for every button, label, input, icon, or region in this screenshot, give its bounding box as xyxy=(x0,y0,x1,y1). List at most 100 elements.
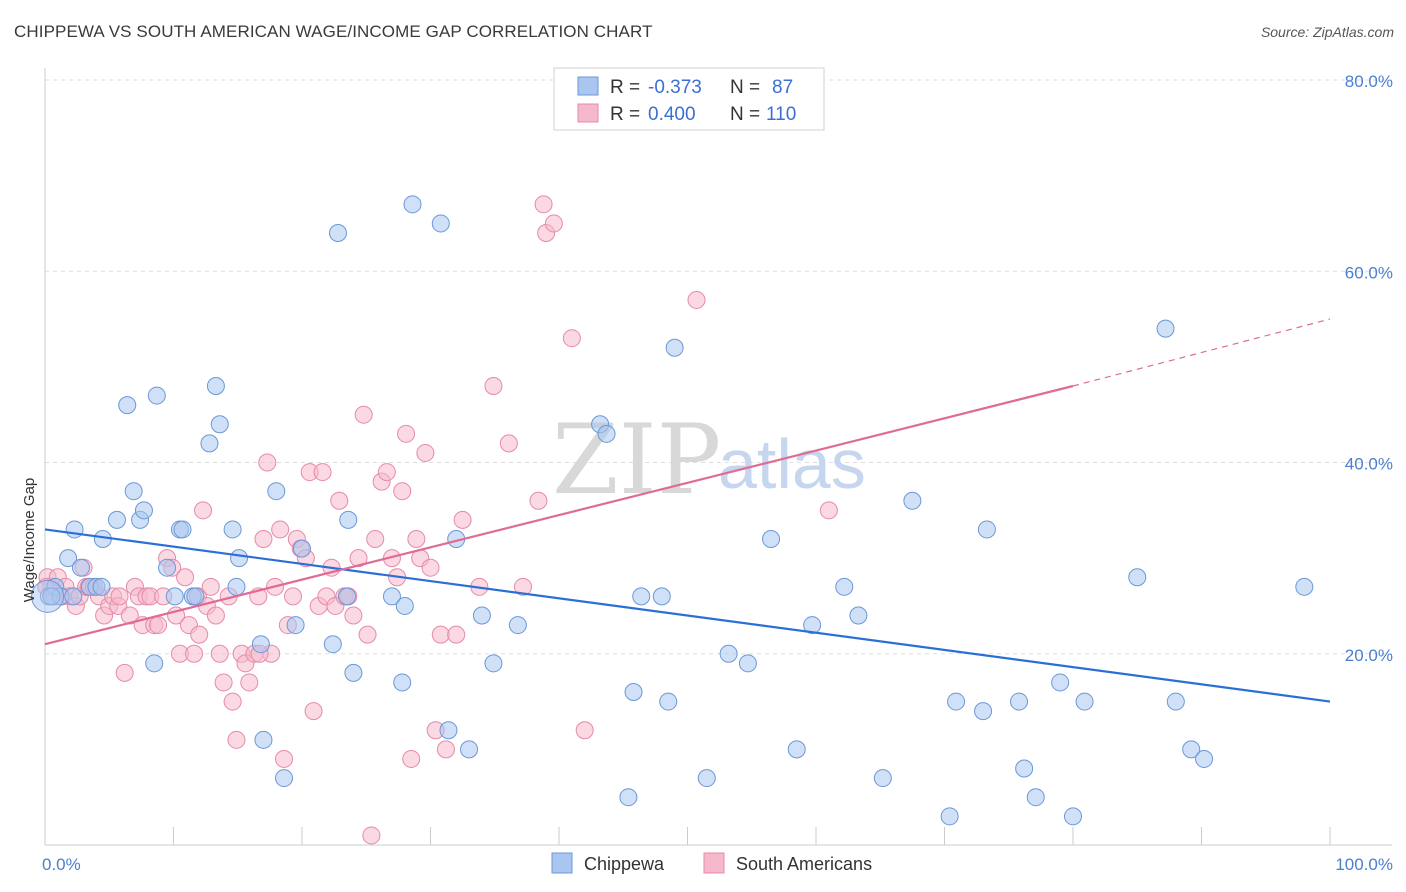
chippewa-point xyxy=(382,587,401,606)
south-americans-point xyxy=(575,721,594,740)
south-americans-point xyxy=(366,530,385,548)
chippewa-point xyxy=(652,587,671,606)
chippewa-point xyxy=(124,482,143,501)
chippewa-point xyxy=(1295,577,1314,596)
south-americans-point xyxy=(453,510,472,529)
chippewa-point xyxy=(1166,692,1185,711)
chippewa-point xyxy=(267,482,286,501)
chippewa-point xyxy=(286,616,305,635)
chippewa-point xyxy=(186,587,205,606)
south-americans-point xyxy=(484,377,503,395)
legend-r-value-chippewa: -0.373 xyxy=(648,77,702,98)
chippewa-point xyxy=(787,740,806,759)
south-americans-point xyxy=(313,463,332,482)
south-americans-point xyxy=(176,568,195,587)
south-americans-point xyxy=(149,616,168,635)
chippewa-point xyxy=(974,702,993,721)
south-americans-point xyxy=(284,587,303,606)
south-americans-point xyxy=(223,692,242,711)
south-americans-point xyxy=(402,749,421,768)
x-tick-labels: 0.0% 100.0% xyxy=(42,855,1393,874)
chippewa-point xyxy=(873,769,892,788)
south-americans-point xyxy=(416,443,435,462)
south-americans-point xyxy=(436,740,455,759)
south-americans-point xyxy=(214,673,233,692)
chippewa-point xyxy=(403,195,422,214)
chippewa-point xyxy=(254,730,273,749)
chippewa-point xyxy=(619,788,638,807)
axes xyxy=(44,68,1392,846)
chippewa-point xyxy=(719,644,738,663)
chippewa-point xyxy=(940,807,959,826)
south-americans-point xyxy=(499,434,518,453)
legend-r-value-south-americans: 0.400 xyxy=(648,104,696,125)
chippewa-point xyxy=(632,587,651,606)
chippewa-point xyxy=(472,606,491,625)
south-americans-point xyxy=(227,730,246,749)
south-americans-point xyxy=(377,463,396,482)
south-americans-trend-extension xyxy=(1072,318,1331,387)
chippewa-trend-line xyxy=(44,528,1331,703)
chippewa-point xyxy=(200,434,219,453)
chippewa-point xyxy=(328,224,347,242)
south-americans-point xyxy=(194,501,213,520)
watermark: ZIP atlas xyxy=(552,404,866,516)
chippewa-point xyxy=(173,520,192,539)
south-americans-point xyxy=(271,520,290,539)
south-americans-point xyxy=(254,530,273,548)
chippewa-point xyxy=(344,663,363,682)
chippewa-point xyxy=(251,635,270,654)
south-americans-point xyxy=(397,424,416,443)
bottom-legend-label-chippewa: Chippewa xyxy=(584,854,665,874)
south-americans-trend-line xyxy=(44,384,1074,646)
chippewa-point xyxy=(1010,692,1029,711)
bottom-legend-label-south-americans: South Americans xyxy=(736,854,872,874)
chippewa-point xyxy=(849,606,868,625)
y-tick-label: 60.0% xyxy=(1345,263,1393,282)
chippewa-point xyxy=(1075,692,1094,711)
chippewa-cluster-point xyxy=(31,579,65,613)
gridlines xyxy=(45,79,1392,655)
south-americans-point xyxy=(206,606,225,625)
chippewa-point xyxy=(659,692,678,711)
legend-n-label-1: N = xyxy=(730,77,760,98)
chippewa-point xyxy=(1156,319,1175,338)
chippewa-point xyxy=(275,769,294,788)
chippewa-point xyxy=(460,740,479,759)
chippewa-point xyxy=(134,501,153,520)
south-americans-point xyxy=(544,214,563,233)
chippewa-point xyxy=(393,673,412,692)
chippewa-point xyxy=(1051,673,1070,692)
south-americans-point xyxy=(330,491,349,510)
chippewa-point xyxy=(1182,740,1201,759)
south-americans-point xyxy=(110,587,129,606)
chippewa-point xyxy=(223,520,242,539)
south-americans-point xyxy=(393,482,412,501)
south-americans-point xyxy=(407,530,426,548)
y-tick-label: 40.0% xyxy=(1345,455,1393,474)
chippewa-point xyxy=(1128,568,1147,587)
south-americans-point xyxy=(201,577,220,596)
y-axis-label: Wage/Income Gap xyxy=(21,478,38,603)
chippewa-point xyxy=(337,587,356,606)
legend-n-value-chippewa: 87 xyxy=(772,77,793,98)
watermark-atlas: atlas xyxy=(718,425,866,503)
south-americans-point xyxy=(115,663,134,682)
watermark-zip: ZIP xyxy=(552,404,721,516)
chippewa-point xyxy=(206,377,225,395)
chippewa-point xyxy=(431,214,450,233)
bottom-legend-swatch-chippewa xyxy=(551,852,573,874)
chippewa-point xyxy=(59,549,78,568)
south-americans-point xyxy=(529,491,548,510)
chart-title: CHIPPEWA VS SOUTH AMERICAN WAGE/INCOME G… xyxy=(14,22,653,41)
chippewa-point xyxy=(1064,807,1082,826)
chippewa-point xyxy=(1026,788,1045,807)
legend-n-label-2: N = xyxy=(730,104,760,125)
chippewa-point xyxy=(71,558,90,577)
chippewa-point xyxy=(508,616,527,635)
south-americans-point xyxy=(358,625,377,644)
chippewa-point xyxy=(118,396,137,415)
trend-lines xyxy=(44,318,1331,703)
chippewa-point xyxy=(92,577,111,596)
